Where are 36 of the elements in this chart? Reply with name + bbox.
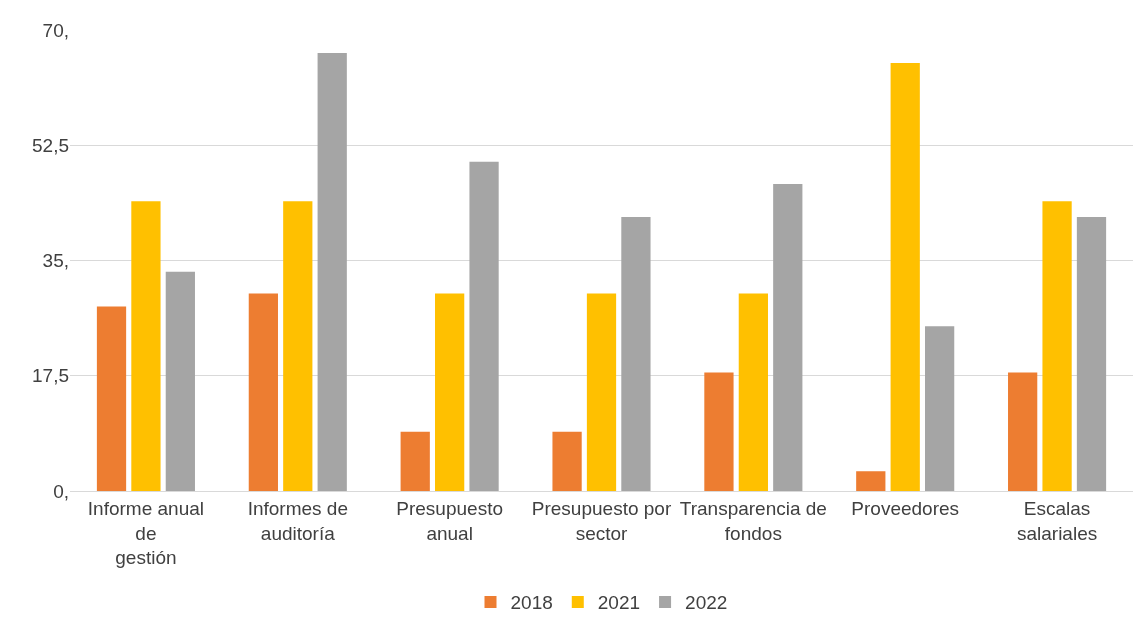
legend-label: 2022 (685, 592, 728, 614)
y-tick-label: 35, (42, 250, 69, 272)
bar (856, 471, 886, 491)
bar (165, 271, 195, 491)
bar (621, 217, 651, 491)
legend-label: 2018 (510, 592, 553, 614)
y-tick-label: 70, (42, 19, 69, 41)
x-tick-label: Informe anual de gestión (87, 497, 205, 569)
bar (435, 293, 465, 491)
bar (248, 293, 278, 491)
bar (1008, 372, 1038, 491)
bar (131, 201, 161, 491)
bar (586, 293, 617, 491)
x-tick-label: Informes de auditoría (247, 497, 348, 544)
x-tick-label: Escalas salariales (1016, 497, 1098, 544)
x-tick-label: Presupuesto por sector (531, 497, 672, 544)
bar (704, 372, 734, 491)
bar (1076, 217, 1107, 491)
legend-label: 2021 (597, 592, 641, 614)
y-tick-label: 52,5 (32, 134, 69, 156)
bar (1042, 201, 1072, 491)
y-tick-label: 0, (53, 480, 69, 502)
bar (773, 184, 803, 491)
y-tick-label: 17,5 (32, 365, 69, 387)
bar (400, 431, 430, 491)
bar (890, 62, 920, 491)
bar (469, 161, 499, 491)
bar (283, 201, 313, 491)
bar (738, 293, 768, 491)
x-tick-label: Proveedores (851, 497, 960, 519)
bar (96, 306, 127, 491)
bar (925, 326, 955, 491)
x-tick-label: Transparencia de fondos (679, 497, 827, 544)
bar (552, 431, 582, 491)
bar (317, 53, 347, 491)
x-tick-label: Presupuesto anual (396, 497, 503, 544)
